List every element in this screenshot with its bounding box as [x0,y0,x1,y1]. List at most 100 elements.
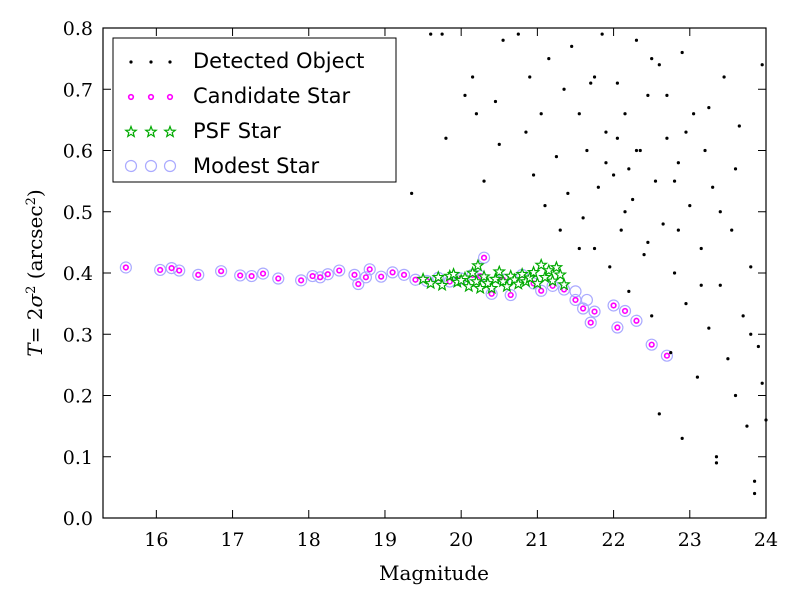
candidate-star-point [362,274,370,281]
detected-object-point [692,112,696,116]
detected-object-point [756,344,760,349]
x-tick-label: 24 [754,529,778,551]
y-tick-label: 0.0 [63,508,93,530]
candidate-star-point [610,302,617,309]
modest-star-point [119,261,132,274]
psf-star-point [557,277,571,291]
legend-sample-detected-object-point [149,60,153,64]
detected-object-point [615,81,619,85]
candidate-star-point [248,272,255,280]
psf-star-point [454,273,469,287]
detected-object-point [524,130,528,134]
psf-star-point [553,267,568,281]
modest-star-point [477,251,491,264]
detected-object-point [650,314,654,318]
y-axis-ticks: 0.0 0.1 0.2 0.3 0.4 0.5 0.6 0.7 0.8 [63,18,766,530]
detected-object-point [714,461,719,465]
modest-star-point [375,270,388,283]
candidate-star-point [176,267,183,274]
modest-star-point [359,271,373,284]
detected-object-point [657,63,661,67]
detected-object-point [642,253,646,257]
detected-object-point [623,210,627,214]
legend-item-psf: PSF Star [124,119,281,143]
candidate-star-point [237,272,244,279]
detected-object-point [604,130,608,134]
candidate-star-point [168,265,175,272]
candidate-star-point [663,352,671,359]
legend-sample-psf-star-point [144,124,158,138]
detected-object-point [680,50,684,55]
candidate-star-point [122,264,129,271]
detected-object-point [749,332,753,336]
candidate-star-point [195,271,202,278]
candidate-star-point [355,280,362,288]
detected-object-point [570,44,574,48]
modest-star-point [584,316,597,329]
x-tick-label: 21 [525,529,549,551]
detected-object-point [543,204,547,208]
y-tick-label: 0.2 [63,386,93,408]
x-tick-label: 22 [601,529,625,551]
modest-star-point [272,272,285,285]
detected-object-point [501,38,505,42]
y-tick-label: 0.7 [63,79,93,101]
y-label-eq: = 2 [23,308,47,344]
psf-star-point [465,265,480,279]
psf-star-point [511,276,526,290]
modest-star-point [352,277,365,291]
modest-star-points [119,251,674,362]
legend-sample-modest-star-point [144,159,158,173]
detected-object-point [657,412,661,416]
y-label-sup-2: 2 [24,197,39,205]
modest-star-point [607,299,620,312]
detected-object-point [711,185,715,189]
modest-star-point [577,302,590,315]
detected-object-point [463,93,467,97]
candidate-star-points [122,254,671,359]
candidate-star-point [259,270,267,277]
modest-star-point [333,264,346,277]
detected-object-point [703,148,707,153]
legend-sample-modest-star-point [163,159,177,173]
detected-object-point [718,283,722,287]
candidate-star-point [538,287,545,294]
psf-star-point [477,269,491,283]
x-tick-label: 23 [678,529,702,551]
detected-object-point [672,179,677,183]
candidate-star-point [317,274,324,281]
detected-object-point [497,142,501,146]
detected-object-point [730,228,734,232]
modest-star-point [256,267,270,280]
legend: Detected Object Candidate Star PSF Star … [112,37,397,183]
detected-object-point [558,228,562,232]
psf-star-point [515,267,530,281]
detected-object-point [592,246,597,251]
detected-object-point [608,265,612,269]
candidate-star-point [572,296,579,304]
y-tick-label: 0.1 [63,447,93,469]
detected-object-point [577,112,581,116]
psf-star-point [431,270,446,284]
detected-object-point [650,57,654,61]
candidate-star-point [507,291,514,299]
psf-star-point [534,257,549,271]
modest-star-point [245,269,258,283]
detected-object-point [627,167,631,171]
detected-object-point [547,57,551,61]
candidate-star-point [336,267,343,274]
detected-object-point [585,148,589,153]
detected-object-point [726,357,730,361]
detected-object-point [672,271,677,275]
legend-box [112,37,397,183]
detected-object-point [631,197,635,202]
detected-object-point [440,32,444,36]
modest-star-point [165,262,178,275]
detected-object-point [566,191,570,195]
legend-marker-candidate [127,93,174,101]
detected-object-point [516,32,520,36]
legend-label-detected: Detected Object [193,49,364,73]
x-axis-ticks: 16 17 18 19 20 21 22 23 24 [144,28,778,551]
detected-object-point [634,148,639,153]
detected-object-point [665,93,669,97]
